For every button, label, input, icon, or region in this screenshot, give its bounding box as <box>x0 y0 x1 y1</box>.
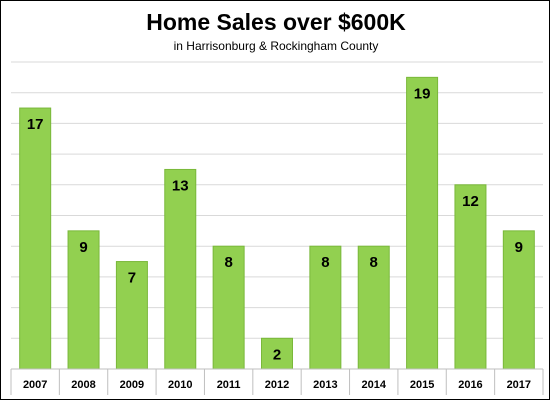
chart-title: Home Sales over $600K <box>146 9 406 35</box>
data-label-2012: 2 <box>273 346 281 363</box>
x-tick-label-2009: 2009 <box>120 379 144 391</box>
bar-2013 <box>309 245 342 370</box>
x-tick-label-2012: 2012 <box>265 379 289 391</box>
x-tick-label-2008: 2008 <box>71 379 95 391</box>
bar-2008 <box>67 230 100 370</box>
chart-subtitle: in Harrisonburg & Rockingham County <box>173 39 379 53</box>
data-label-2016: 12 <box>462 193 479 210</box>
x-tick-label-2007: 2007 <box>23 379 47 391</box>
data-label-2007: 17 <box>27 116 44 133</box>
data-label-2011: 8 <box>224 254 232 271</box>
bar-2010 <box>164 168 197 370</box>
x-axis <box>10 368 544 395</box>
data-label-2010: 13 <box>172 177 189 194</box>
x-tick-label-2015: 2015 <box>410 379 434 391</box>
bar-2015 <box>406 76 439 370</box>
x-tick-label-2011: 2011 <box>217 379 241 391</box>
x-tick-label-2013: 2013 <box>313 379 337 391</box>
bar-2007 <box>19 107 52 370</box>
bar-2011 <box>212 245 245 370</box>
x-tick-label-2010: 2010 <box>168 379 192 391</box>
data-label-2009: 7 <box>128 270 136 287</box>
tick-labels: 2007 2008 2009 2010 2011 2012 2013 2014 2015 2016… <box>23 379 531 391</box>
data-label-2014: 8 <box>370 254 378 271</box>
bar-2016 <box>454 184 487 370</box>
bar-2014 <box>357 245 390 370</box>
data-label-2013: 8 <box>321 254 329 271</box>
bar-labels: 17 9 7 13 8 2 8 8 19 12 9 <box>27 85 523 363</box>
data-label-2017: 9 <box>515 239 523 256</box>
bars <box>19 76 535 370</box>
data-label-2015: 19 <box>414 85 431 102</box>
x-tick-label-2014: 2014 <box>361 379 386 391</box>
bar-2012 <box>261 337 293 370</box>
bar-2009 <box>115 261 148 370</box>
data-label-2008: 9 <box>79 239 87 256</box>
x-tick-label-2016: 2016 <box>458 379 482 391</box>
x-tick-label-2017: 2017 <box>507 379 531 391</box>
